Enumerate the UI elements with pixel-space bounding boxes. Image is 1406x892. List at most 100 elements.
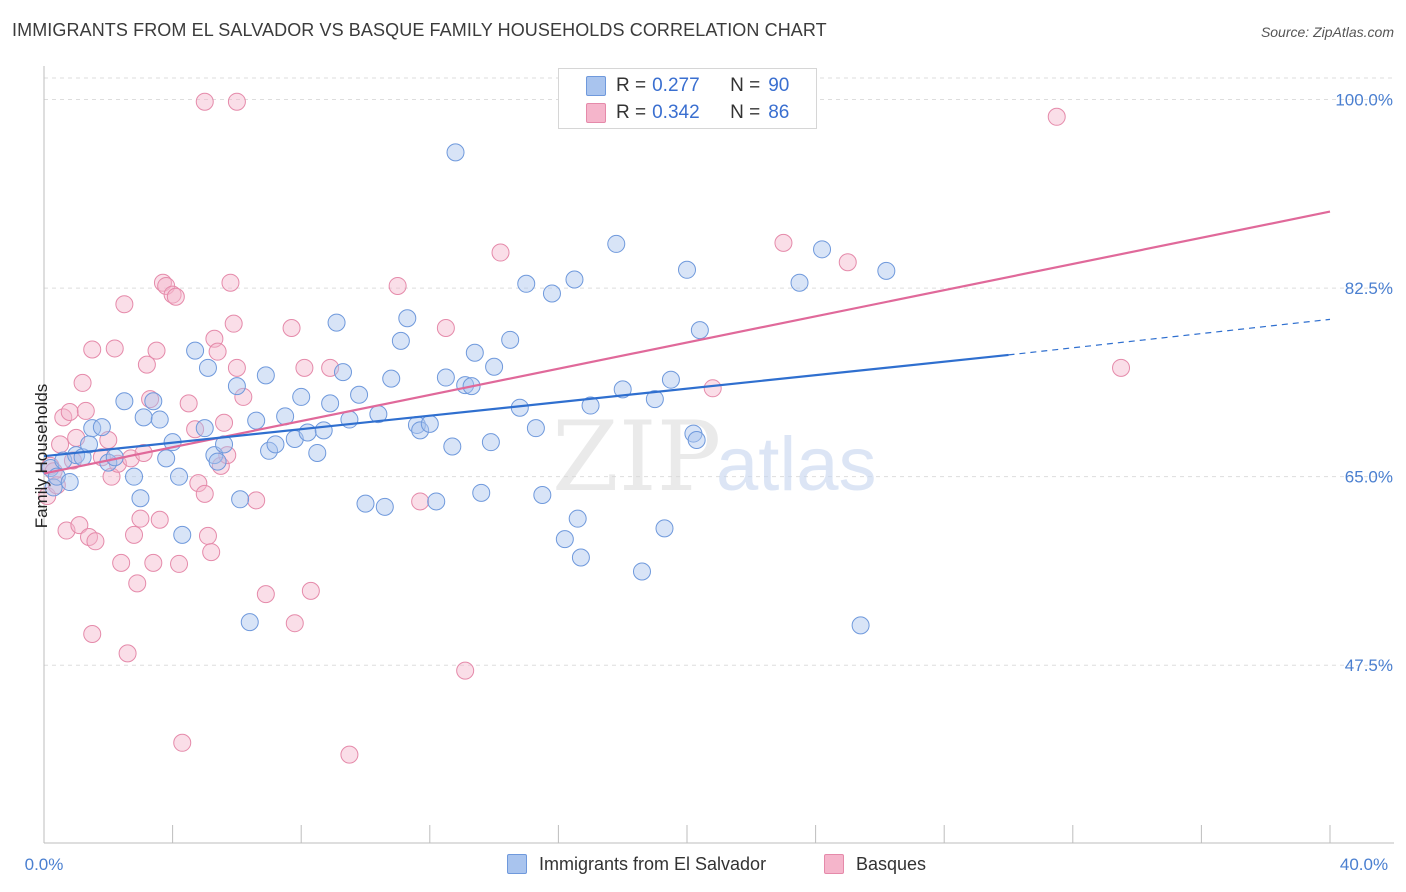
el-salvador-point: [266, 435, 285, 454]
legend-swatch-pink: [586, 103, 606, 123]
basques-point: [282, 318, 301, 337]
chart-title: IMMIGRANTS FROM EL SALVADOR VS BASQUE FA…: [12, 20, 827, 40]
el-salvador-point: [443, 437, 462, 456]
el-salvador-point: [333, 363, 352, 382]
el-salvador-point: [144, 392, 163, 411]
el-salvador-point: [292, 387, 311, 406]
legend-n-value: 90: [768, 75, 790, 96]
basques-point: [86, 532, 105, 551]
basques-point: [60, 403, 79, 422]
basques-point: [436, 318, 455, 337]
basques-point: [83, 624, 102, 643]
basques-point: [195, 484, 214, 503]
basques-point: [118, 644, 137, 663]
x-tick-labels: 0.0% 40.0%: [25, 855, 1388, 874]
el-salvador-point: [131, 489, 150, 508]
basques-point: [456, 661, 475, 680]
el-salvador-point: [436, 368, 455, 387]
legend-r-value: 0.342: [652, 102, 700, 123]
basques-point: [227, 358, 246, 377]
el-salvador-point: [231, 490, 250, 509]
basques-point: [1047, 107, 1066, 126]
basques-point: [1112, 358, 1131, 377]
basques-point: [227, 92, 246, 111]
legend-r-label: R =: [616, 102, 647, 123]
y-tick-label: 82.5%: [1345, 279, 1393, 298]
basques-point: [295, 358, 314, 377]
legend-n-label: N =: [730, 102, 761, 123]
bottom-legend-swatch-pink: [824, 854, 844, 874]
basques-point: [703, 379, 722, 398]
el-salvador-points: [41, 143, 896, 635]
basques-point: [173, 733, 192, 752]
el-salvador-point: [687, 431, 706, 450]
basques-point: [153, 273, 172, 292]
basques-point: [224, 314, 243, 333]
basques-point: [186, 420, 205, 439]
basques-point: [115, 295, 134, 314]
basques-point: [247, 491, 266, 510]
basques-point: [411, 492, 430, 511]
y-tick-labels: 47.5% 65.0% 82.5% 100.0%: [1335, 91, 1393, 676]
el-salvador-trend-line: [43, 353, 1009, 458]
el-salvador-point: [375, 497, 394, 516]
el-salvador-point: [92, 418, 111, 437]
el-salvador-point: [44, 478, 63, 497]
basques-point: [70, 516, 89, 535]
legend-row-el-salvador: R = 0.277 N = 90: [586, 75, 789, 97]
el-salvador-point: [555, 530, 574, 549]
el-salvador-point: [298, 423, 317, 442]
el-salvador-point: [227, 377, 246, 396]
basques-point: [76, 401, 95, 420]
bottom-legend-swatch-blue: [507, 854, 527, 874]
basques-point: [388, 276, 407, 295]
basques-point: [218, 446, 237, 465]
el-salvador-point: [247, 411, 266, 430]
basques-point: [234, 387, 253, 406]
el-salvador-point: [581, 396, 600, 415]
legend-swatch-blue: [586, 76, 606, 96]
el-salvador-point: [517, 274, 536, 293]
basques-point: [198, 526, 217, 545]
el-salvador-point: [571, 548, 590, 567]
bottom-legend-label: Immigrants from El Salvador: [539, 853, 767, 874]
basques-point: [202, 543, 221, 562]
bottom-legend-el-salvador: Immigrants from El Salvador: [507, 852, 766, 876]
chart-source: Source: ZipAtlas.com: [1260, 24, 1394, 40]
el-salvador-point: [877, 261, 896, 280]
axes: [43, 66, 1394, 844]
el-salvador-point: [526, 419, 545, 438]
el-salvador-trend-extension: [1008, 318, 1331, 356]
basques-point: [128, 574, 147, 593]
el-salvador-point: [67, 446, 86, 465]
el-salvador-point: [173, 525, 192, 544]
basques-point: [285, 614, 304, 633]
watermark-atlas: atlas: [716, 422, 877, 507]
basques-point: [195, 92, 214, 111]
el-salvador-point: [308, 443, 327, 462]
basques-point: [340, 745, 359, 764]
el-salvador-point: [170, 467, 189, 486]
correlation-legend: R = 0.277 N = 90 R = 0.342 N = 86: [558, 68, 817, 129]
el-salvador-point: [613, 380, 632, 399]
bottom-legend-label: Basques: [856, 853, 927, 874]
el-salvador-point: [208, 452, 227, 471]
el-salvador-point: [327, 313, 346, 332]
y-axis-label: Family Households: [32, 383, 51, 529]
basques-trend-line: [43, 210, 1331, 475]
el-salvador-point: [60, 473, 79, 492]
el-salvador-point: [125, 467, 144, 486]
el-salvador-point: [350, 385, 369, 404]
basques-point: [163, 285, 182, 304]
basques-point: [838, 253, 857, 272]
el-salvador-point: [321, 394, 340, 413]
el-salvador-point: [150, 410, 169, 429]
y-tick-label: 100.0%: [1335, 91, 1393, 110]
el-salvador-point: [678, 260, 696, 279]
trend-lines: [43, 210, 1331, 475]
legend-n-value: 86: [768, 102, 790, 123]
basques-point: [221, 273, 240, 292]
el-salvador-point: [485, 357, 504, 376]
watermark-zip: ZIP: [552, 401, 721, 513]
el-salvador-point: [411, 421, 430, 440]
